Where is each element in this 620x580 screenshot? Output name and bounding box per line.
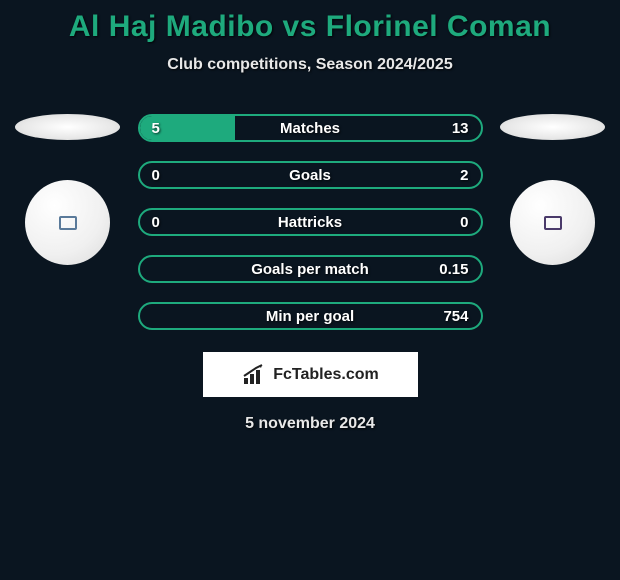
stat-label: Goals [289, 167, 331, 184]
footer-brand-badge[interactable]: FcTables.com [203, 352, 418, 397]
stat-bar: Goals per match 0.15 [138, 255, 483, 283]
chart-icon [241, 364, 267, 386]
stat-bar: 5 Matches 13 [138, 114, 483, 142]
stat-bar: 0 Hattricks 0 [138, 208, 483, 236]
comparison-row: 5 Matches 13 0 Goals 2 0 Hattricks 0 Goals per ma… [0, 114, 620, 330]
stat-left-value: 5 [152, 120, 160, 137]
left-player-name-pill [15, 114, 120, 140]
footer-brand-text: FcTables.com [273, 366, 379, 384]
stat-left-value: 0 [152, 167, 160, 184]
left-player-column [13, 114, 123, 265]
date-label: 5 november 2024 [0, 415, 620, 433]
right-badge-icon [544, 216, 562, 230]
stat-right-value: 0.15 [439, 261, 468, 278]
stat-label: Goals per match [251, 261, 369, 278]
stat-label: Min per goal [266, 308, 354, 325]
right-player-column [498, 114, 608, 265]
page-title: Al Haj Madibo vs Florinel Coman [0, 10, 620, 44]
stat-right-value: 2 [460, 167, 468, 184]
stat-label: Matches [280, 120, 340, 137]
stat-right-value: 754 [443, 308, 468, 325]
stat-right-value: 0 [460, 214, 468, 231]
left-badge-icon [59, 216, 77, 230]
right-player-name-pill [500, 114, 605, 140]
subtitle: Club competitions, Season 2024/2025 [0, 56, 620, 74]
stat-bar: Min per goal 754 [138, 302, 483, 330]
stat-left-value: 0 [152, 214, 160, 231]
stat-bar: 0 Goals 2 [138, 161, 483, 189]
left-team-badge [25, 180, 110, 265]
stats-column: 5 Matches 13 0 Goals 2 0 Hattricks 0 Goals per ma… [138, 114, 483, 330]
stat-label: Hattricks [278, 214, 342, 231]
stat-right-value: 13 [452, 120, 469, 137]
right-team-badge [510, 180, 595, 265]
